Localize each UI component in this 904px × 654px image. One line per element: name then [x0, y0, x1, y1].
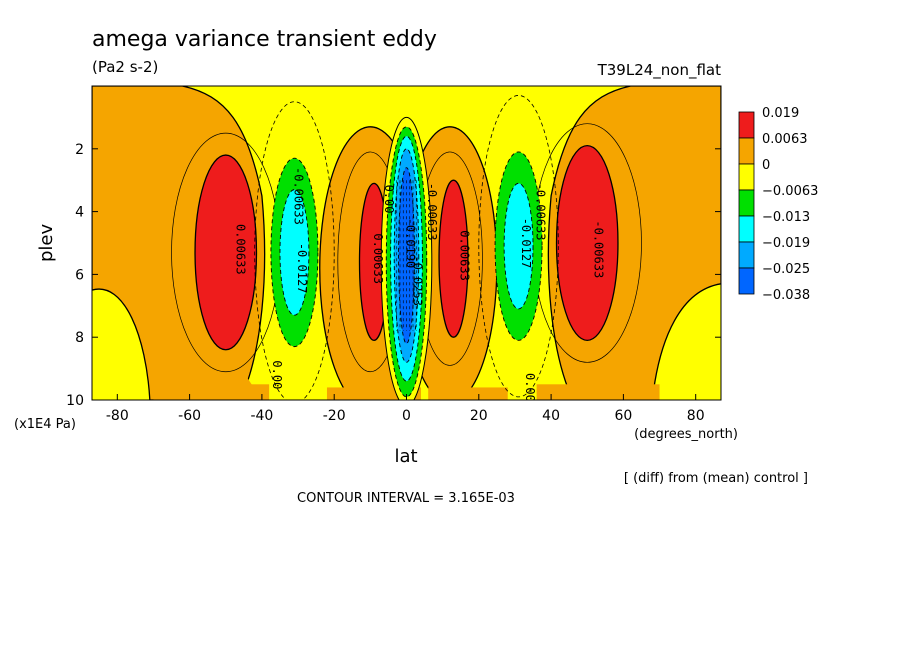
contour-field: 0.00633 -0.0127-0.006330.000.006330.00-0.… [92, 86, 721, 402]
red-core-1 [555, 145, 619, 341]
y-axis-units: (x1E4 Pa) [14, 417, 76, 432]
contour-label-13: -0.00633 [591, 220, 605, 278]
chart-units: (Pa2 s-2) [92, 58, 158, 76]
neg-cell-sh-midlat-cyan [279, 189, 310, 316]
contour-label-3: 0.00 [270, 360, 284, 389]
x-tick-label-1: -60 [178, 408, 201, 424]
footnote: [ (diff) from (mean) control ] [624, 471, 808, 486]
x-tick-label-6: 40 [542, 408, 560, 424]
legend-swatch-4 [738, 215, 755, 243]
neg-cell-sh-midlat-zero-dash [254, 101, 335, 400]
chart-title: amega variance transient eddy [92, 27, 437, 52]
y-axis: 2 4 6 8 10 [66, 142, 721, 409]
legend-swatch-2 [738, 163, 755, 191]
neg-cell-nh-midlat-zero-dash [478, 95, 559, 398]
y-tick-label-0: 2 [75, 142, 84, 158]
y-tick-label-3: 8 [75, 330, 84, 346]
legend-label-5: −0.019 [762, 236, 810, 251]
x-tick-label-5: 20 [470, 408, 488, 424]
legend-label-4: −0.013 [762, 210, 810, 225]
legend-label-7: −0.038 [762, 288, 810, 303]
orange-foot-nh [428, 387, 508, 400]
red-core-3 [438, 179, 469, 338]
contour-interval: CONTOUR INTERVAL = 3.165E-03 [297, 491, 515, 506]
x-tick-label-7: 60 [614, 408, 632, 424]
contour-label-12: 0.00 [523, 373, 537, 402]
orange-foot-shpolar [153, 384, 270, 400]
contour-label-5: 0.00 [382, 185, 396, 214]
contour-label-10: -0.0127 [519, 218, 533, 269]
legend-label-3: −0.0063 [762, 184, 818, 199]
contour-label-11: -0.00633 [534, 183, 548, 241]
legend-swatch-3 [738, 189, 755, 217]
color-legend: 0.019 0.0063 0 −0.0063 −0.013 −0.019 −0.025 −0.… [738, 106, 818, 303]
contour-label-1: -0.0127 [295, 243, 309, 294]
x-tick-label-8: 80 [687, 408, 705, 424]
contour-label-2: -0.00633 [291, 167, 305, 225]
x-tick-label-2: -40 [250, 408, 273, 424]
y-tick-label-2: 6 [75, 267, 84, 283]
contour-label-7: -0.0253 [411, 255, 425, 306]
x-tick-label-0: -80 [106, 408, 129, 424]
contour-label-0: 0.00633 [234, 224, 248, 275]
x-axis-units: (degrees_north) [634, 427, 738, 442]
legend-label-6: −0.025 [762, 262, 810, 277]
legend-label-2: 0 [762, 158, 770, 173]
contour-label-4: 0.00633 [371, 233, 385, 284]
eq-blue [398, 167, 415, 344]
legend-swatch-6 [738, 267, 755, 295]
legend-swatch-0 [738, 111, 755, 139]
x-tick-label-3: -20 [323, 408, 346, 424]
y-tick-label-4: 10 [66, 393, 84, 409]
contour-label-6: -0.0190 [404, 218, 418, 269]
run-label: T39L24_non_flat [597, 61, 722, 80]
x-tick-label-4: 0 [402, 408, 411, 424]
legend-swatch-5 [738, 241, 755, 269]
legend-label-0: 0.019 [762, 106, 799, 121]
red-core-0 [194, 154, 258, 351]
y-tick-label-1: 4 [75, 205, 84, 221]
legend-label-1: 0.0063 [762, 132, 808, 147]
x-axis-label: lat [394, 446, 417, 467]
x-axis: -80 -60 -40 -20 0 20 40 60 80 [106, 394, 705, 424]
contour-label-8: -0.00633 [425, 183, 439, 241]
neg-cell-nh-midlat-cyan [503, 182, 534, 310]
legend-swatch-1 [738, 137, 755, 165]
orange-foot-nhpolar [536, 384, 660, 400]
y-axis-label: plev [36, 223, 57, 262]
contour-label-9: 0.00633 [458, 230, 472, 281]
